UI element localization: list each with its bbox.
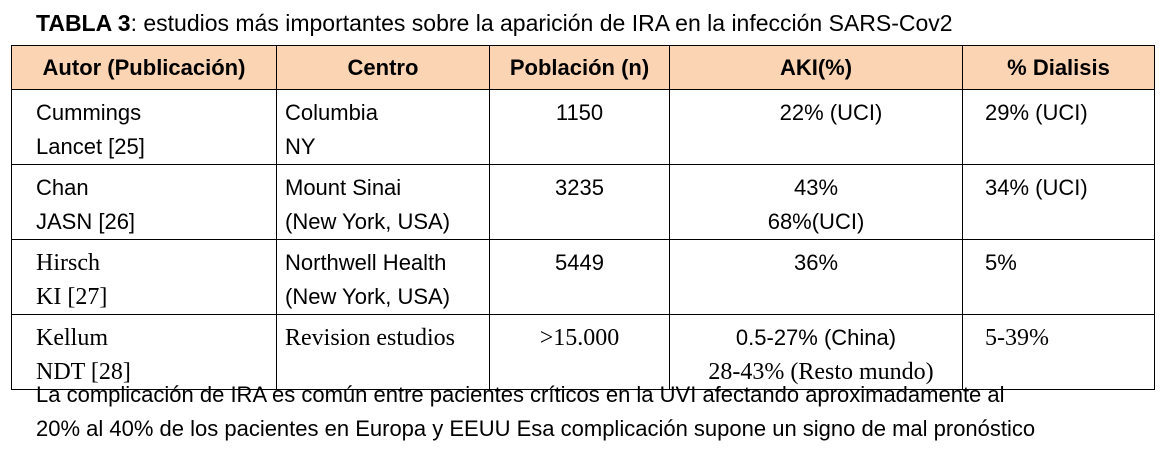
aki-cell: 22% (UCI): [669, 89, 963, 165]
aki-cell: 43% 68%(UCI): [669, 164, 963, 240]
author-name: Hirsch: [36, 250, 100, 276]
author-name: Cummings: [36, 100, 142, 125]
author-cell: Kellum NDT [28]: [11, 314, 277, 390]
aki-value: 22% (UCI): [779, 100, 883, 125]
author-publication: KI [27]: [36, 284, 108, 310]
aki-value-rest-of-world: 28-43% (Resto mundo): [708, 359, 934, 385]
center-name: Northwell Health: [285, 250, 447, 275]
dialysis-cell: 29% (UCI): [962, 89, 1155, 165]
dialysis-value: 5%: [985, 250, 1017, 275]
header-population: Población (n): [489, 45, 670, 90]
header-dialysis: % Dialisis: [962, 45, 1155, 90]
author-cell: Hirsch KI [27]: [11, 239, 277, 315]
center-name: Columbia: [285, 100, 378, 125]
dialysis-value: 5-39%: [985, 325, 1049, 351]
center-location: (New York, USA): [285, 209, 451, 234]
studies-table: Autor (Publicación) Centro Población (n)…: [11, 45, 1155, 390]
center-name: Revision estudios: [285, 325, 456, 351]
table-row: Chan JASN [26] Mount Sinai (New York, US…: [11, 164, 1155, 240]
author-cell: Chan JASN [26]: [11, 164, 277, 240]
table-row: Kellum NDT [28] Revision estudios >15.00…: [11, 314, 1155, 390]
table-caption: TABLA 3: estudios más importantes sobre …: [36, 8, 953, 38]
population-cell: 5449: [489, 239, 670, 315]
dialysis-value: 34% (UCI): [985, 175, 1088, 200]
aki-value: 43%: [793, 175, 839, 200]
center-name: Mount Sinai: [285, 175, 402, 200]
author-publication: Lancet [25]: [36, 134, 145, 159]
author-publication: NDT [28]: [36, 359, 131, 385]
author-name: Kellum: [36, 325, 108, 351]
center-cell: Revision estudios: [276, 314, 490, 390]
aki-value-icu: 68%(UCI): [767, 209, 865, 234]
population-cell: 3235: [489, 164, 670, 240]
center-cell: Northwell Health (New York, USA): [276, 239, 490, 315]
population-cell: 1150: [489, 89, 670, 165]
header-author: Autor (Publicación): [11, 45, 277, 90]
header-aki: AKI(%): [669, 45, 963, 90]
footer-line: La complicación de IRA es común entre pa…: [36, 382, 1005, 407]
dialysis-value: 29% (UCI): [985, 100, 1088, 125]
aki-cell: 36%: [669, 239, 963, 315]
center-cell: Columbia NY: [276, 89, 490, 165]
header-center: Centro: [276, 45, 490, 90]
dialysis-cell: 34% (UCI): [962, 164, 1155, 240]
population-value: >15.000: [539, 325, 620, 351]
footer-note: La complicación de IRA es común entre pa…: [36, 378, 1035, 446]
footer-line: 20% al 40% de los pacientes en Europa y …: [36, 416, 1036, 441]
population-value: 5449: [555, 250, 604, 275]
aki-value-china: 0.5-27% (China): [735, 325, 897, 350]
dialysis-cell: 5-39%: [962, 314, 1155, 390]
center-cell: Mount Sinai (New York, USA): [276, 164, 490, 240]
table-caption-text: : estudios más importantes sobre la apar…: [130, 10, 953, 36]
aki-value: 36%: [793, 250, 839, 275]
aki-cell: 0.5-27% (China) 28-43% (Resto mundo): [669, 314, 963, 390]
population-cell: >15.000: [489, 314, 670, 390]
table-row: Cummings Lancet [25] Columbia NY 1150 22…: [11, 89, 1155, 165]
population-value: 3235: [555, 175, 604, 200]
dialysis-cell: 5%: [962, 239, 1155, 315]
author-cell: Cummings Lancet [25]: [11, 89, 277, 165]
population-value: 1150: [555, 100, 604, 125]
table-row: Hirsch KI [27] Northwell Health (New Yor…: [11, 239, 1155, 315]
table-header-row: Autor (Publicación) Centro Población (n)…: [11, 45, 1155, 90]
author-publication: JASN [26]: [36, 209, 136, 234]
center-location: NY: [285, 134, 316, 159]
table-caption-label: TABLA 3: [36, 10, 131, 36]
author-name: Chan: [36, 175, 89, 200]
center-location: (New York, USA): [285, 284, 451, 309]
